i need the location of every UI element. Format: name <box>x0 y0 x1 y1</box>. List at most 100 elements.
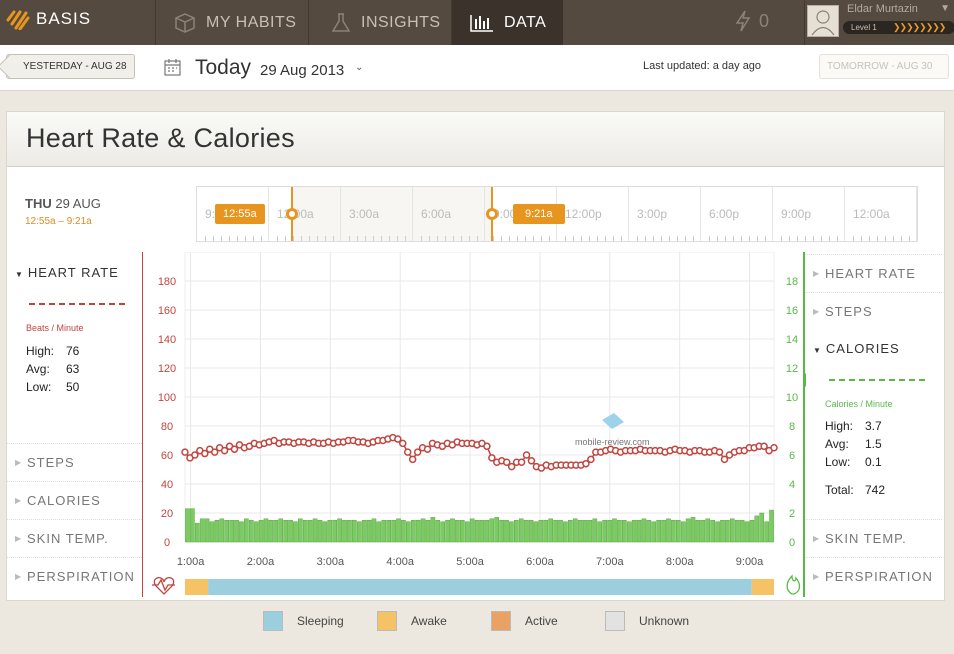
timeline-tick <box>749 236 750 241</box>
metric-label: SKIN TEMP. <box>27 531 109 546</box>
user-menu[interactable]: Eldar Murtazin ▼ Level 1 ❯❯❯❯❯❯❯❯ <box>804 0 954 45</box>
timeline-cell[interactable]: 6:00p <box>701 187 773 241</box>
range-end-tag[interactable]: 9:21a <box>513 204 565 224</box>
date-picker[interactable]: 29 Aug 2013 <box>260 62 345 79</box>
chevron-down-icon[interactable]: ▼ <box>940 3 950 14</box>
calorie-bar <box>386 520 391 543</box>
timeline-tick <box>237 236 238 241</box>
timeline-selection[interactable] <box>291 187 491 241</box>
left-tick-label: 60 <box>161 450 173 462</box>
stat-value: 3.7 <box>865 419 882 433</box>
metric-label: SKIN TEMP. <box>825 531 907 546</box>
legend-label: Sleeping <box>297 614 344 628</box>
timeline-cell[interactable]: 3:00p <box>629 187 701 241</box>
calorie-bar <box>401 520 406 543</box>
x-tick-label: 6:00a <box>526 556 554 568</box>
watermark: mobile-review.com <box>575 413 650 447</box>
calorie-bar <box>322 521 328 543</box>
skin-temp-metric[interactable]: ▶ SKIN TEMP. <box>7 519 142 556</box>
chevron-down-icon[interactable]: ⌄ <box>355 62 364 73</box>
timeline-tick <box>229 236 230 241</box>
heart-rate-point <box>488 454 496 462</box>
calorie-bar <box>523 520 529 543</box>
perspiration-metric[interactable]: ▶ PERSPIRATION <box>7 557 142 594</box>
timeline-tick <box>605 236 606 241</box>
x-tick-label: 3:00a <box>317 556 345 568</box>
timeline-cell[interactable]: 12:00a <box>845 187 917 241</box>
calories-metric[interactable]: ▶ CALORIES <box>7 481 142 518</box>
heart-rate-point <box>507 462 516 471</box>
heart-rate-point <box>587 455 595 464</box>
calorie-bar <box>194 522 200 543</box>
steps-metric[interactable]: ▶ STEPS <box>7 443 142 480</box>
steps-metric-right[interactable]: ▶ STEPS <box>805 292 942 329</box>
calorie-bar <box>278 518 284 543</box>
nav-data[interactable]: DATA <box>451 0 563 45</box>
legend-label: Unknown <box>639 614 690 628</box>
timeline-tick <box>445 236 446 241</box>
heart-rate-calories-chart[interactable]: 0 20 40 60 80 100 120 140 160 180 0 2 4 6 8 10 12 14 16 18 1… <box>142 252 806 597</box>
points-indicator[interactable]: 0 <box>735 10 769 32</box>
timeline-tick <box>349 236 350 241</box>
timeline-tick <box>477 236 478 241</box>
calorie-bar <box>587 520 593 543</box>
timeline-tick <box>829 236 830 241</box>
calorie-bar <box>725 520 730 543</box>
metric-label: CALORIES <box>27 493 101 508</box>
right-tick-label: 12 <box>786 363 798 375</box>
calorie-bar <box>435 520 441 543</box>
heart-rate-point <box>201 449 209 458</box>
timeline-tick <box>245 236 246 241</box>
previous-day-button[interactable]: YESTERDAY - AUG 28 <box>6 54 135 79</box>
calorie-bar <box>229 520 234 543</box>
calorie-bar <box>509 521 514 543</box>
calorie-bar <box>474 520 480 543</box>
calorie-bar <box>307 520 313 543</box>
nav-my-habits[interactable]: MY HABITS <box>155 0 307 45</box>
heart-rate-metric-right[interactable]: ▶ HEART RATE <box>805 254 942 291</box>
timeline-label: 9:00p <box>781 207 812 221</box>
heart-rate-metric[interactable]: ▼ HEART RATE <box>15 265 119 280</box>
range-end-dot[interactable] <box>486 208 498 220</box>
skin-temp-metric-right[interactable]: ▶ SKIN TEMP. <box>805 519 942 556</box>
range-start-tag[interactable]: 12:55a <box>215 204 265 224</box>
nav-insights[interactable]: INSIGHTS <box>308 0 450 45</box>
timeline-cell[interactable]: 12:00a <box>269 187 341 241</box>
calorie-bar <box>258 520 264 543</box>
timeline-cell[interactable]: 9:00p <box>773 187 845 241</box>
caret-right-icon: ▶ <box>813 534 821 543</box>
timeline-tick <box>453 236 454 241</box>
calories-units: Calories / Minute <box>825 399 893 409</box>
timeline-cell[interactable]: 6:00a <box>413 187 485 241</box>
calorie-bar <box>293 521 298 543</box>
timeline-tick <box>709 236 710 241</box>
caret-right-icon: ▶ <box>813 572 821 581</box>
next-day-button[interactable]: TOMORROW - AUG 30 <box>819 54 950 79</box>
basis-logo[interactable]: BASIS <box>6 8 91 30</box>
perspiration-metric-right[interactable]: ▶ PERSPIRATION <box>805 557 942 594</box>
calorie-bar <box>371 518 377 543</box>
range-start-dot[interactable] <box>286 208 298 220</box>
heart-rate-point <box>403 448 412 456</box>
timeline-tick <box>309 236 310 241</box>
timeline-cell[interactable]: 12:00p <box>557 187 629 241</box>
calorie-bar <box>273 520 279 543</box>
calorie-bar <box>332 520 338 543</box>
watermark-text: mobile-review.com <box>575 437 650 447</box>
metric-label: CALORIES <box>825 341 900 356</box>
timeline-scrubber[interactable]: 9:00p12:00a3:00a6:00a9:00a12:00p3:00p6:0… <box>196 186 918 242</box>
right-tick-label: 16 <box>786 305 798 317</box>
cube-icon <box>174 12 196 34</box>
calorie-bar <box>710 520 715 543</box>
calendar-icon[interactable] <box>164 58 181 81</box>
heart-rate-point <box>522 451 531 459</box>
timeline-tick <box>693 236 694 241</box>
calories-metric-right[interactable]: ▼ CALORIES <box>813 341 900 356</box>
calorie-bar <box>450 518 455 543</box>
activity-band-awake <box>751 579 774 595</box>
calorie-bar <box>469 518 475 543</box>
day-date: 29 AUG <box>55 196 101 211</box>
x-tick-label: 9:00a <box>736 556 764 568</box>
timeline-cell[interactable]: 3:00a <box>341 187 413 241</box>
heart-rate-point <box>181 448 189 456</box>
